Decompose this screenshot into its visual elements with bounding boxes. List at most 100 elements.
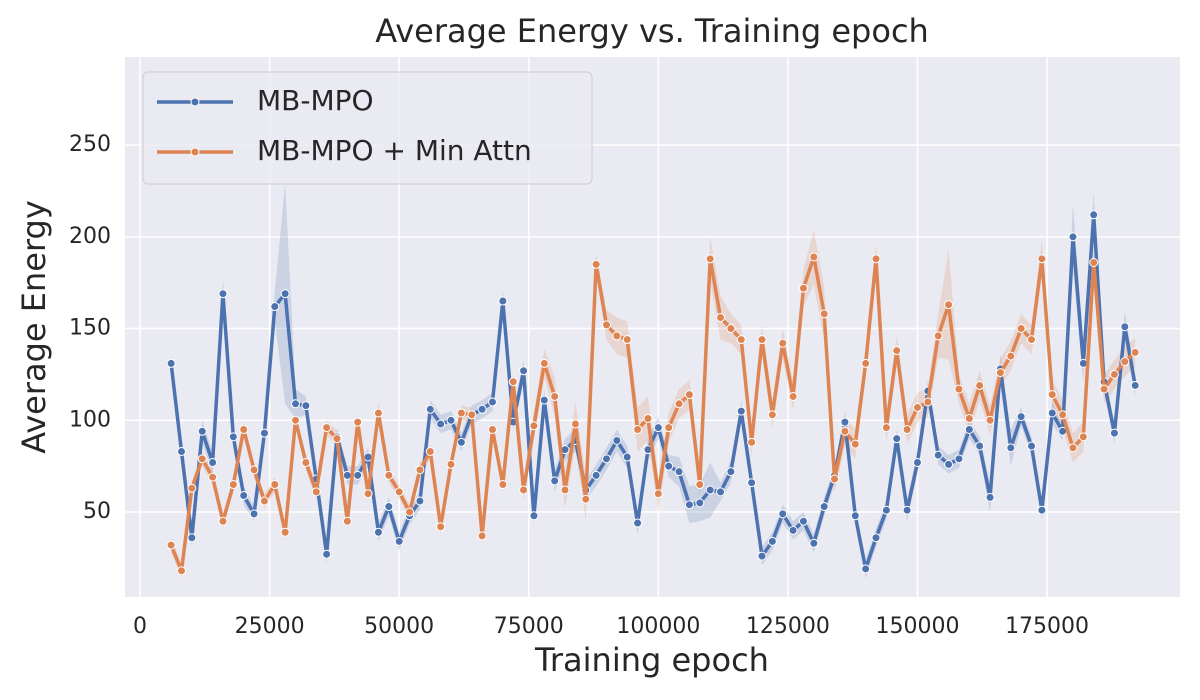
data-point bbox=[653, 423, 663, 433]
data-point bbox=[415, 496, 425, 506]
data-point bbox=[166, 540, 176, 550]
legend-marker bbox=[190, 97, 200, 107]
x-tick-label: 25000 bbox=[235, 614, 305, 639]
data-point bbox=[622, 335, 632, 345]
data-point bbox=[1037, 254, 1047, 264]
data-point bbox=[840, 426, 850, 436]
data-point bbox=[975, 380, 985, 390]
data-point bbox=[1047, 408, 1057, 418]
data-point bbox=[311, 487, 321, 497]
data-point bbox=[716, 313, 726, 323]
data-point bbox=[176, 566, 186, 576]
data-point bbox=[581, 494, 591, 504]
data-point bbox=[602, 320, 612, 330]
data-point bbox=[519, 485, 529, 495]
data-point bbox=[353, 417, 363, 427]
x-tick-label: 175000 bbox=[1005, 614, 1089, 639]
data-point bbox=[767, 410, 777, 420]
data-point bbox=[301, 401, 311, 411]
data-point bbox=[436, 522, 446, 532]
data-point bbox=[912, 458, 922, 468]
data-point bbox=[1078, 432, 1088, 442]
data-point bbox=[291, 399, 301, 409]
data-point bbox=[218, 516, 228, 526]
data-point bbox=[912, 402, 922, 412]
data-point bbox=[840, 417, 850, 427]
x-tick-label: 100000 bbox=[616, 614, 700, 639]
data-point bbox=[353, 470, 363, 480]
data-point bbox=[456, 437, 466, 447]
data-point bbox=[529, 421, 539, 431]
data-point bbox=[944, 459, 954, 469]
data-point bbox=[902, 505, 912, 515]
data-point bbox=[923, 397, 933, 407]
data-point bbox=[539, 358, 549, 368]
data-point bbox=[726, 467, 736, 477]
data-point bbox=[228, 480, 238, 490]
data-point bbox=[539, 395, 549, 405]
data-point bbox=[881, 505, 891, 515]
data-point bbox=[425, 446, 435, 456]
data-point bbox=[892, 346, 902, 356]
data-point bbox=[995, 368, 1005, 378]
data-point bbox=[301, 458, 311, 468]
data-point bbox=[1027, 441, 1037, 451]
data-point bbox=[1058, 410, 1068, 420]
data-point bbox=[1089, 210, 1099, 220]
data-point bbox=[871, 254, 881, 264]
data-point bbox=[684, 390, 694, 400]
data-point bbox=[1006, 443, 1016, 453]
data-point bbox=[819, 502, 829, 512]
data-point bbox=[964, 424, 974, 434]
data-point bbox=[964, 413, 974, 423]
data-point bbox=[1120, 357, 1130, 367]
data-point bbox=[570, 419, 580, 429]
data-point bbox=[373, 527, 383, 537]
data-point bbox=[208, 458, 218, 468]
data-point bbox=[798, 516, 808, 526]
data-point bbox=[954, 384, 964, 394]
data-point bbox=[519, 366, 529, 376]
data-point bbox=[674, 399, 684, 409]
data-point bbox=[322, 423, 332, 433]
data-point bbox=[270, 480, 280, 490]
data-point bbox=[757, 551, 767, 561]
x-tick-label: 50000 bbox=[364, 614, 434, 639]
data-point bbox=[861, 358, 871, 368]
data-point bbox=[892, 434, 902, 444]
legend-label: MB-MPO bbox=[257, 84, 374, 117]
data-point bbox=[1016, 412, 1026, 422]
data-point bbox=[747, 478, 757, 488]
data-point bbox=[487, 424, 497, 434]
data-point bbox=[446, 459, 456, 469]
data-point bbox=[985, 492, 995, 502]
y-tick-label: 100 bbox=[69, 407, 111, 432]
data-point bbox=[850, 439, 860, 449]
data-point bbox=[529, 511, 539, 521]
data-point bbox=[809, 252, 819, 262]
data-point bbox=[487, 397, 497, 407]
data-point bbox=[550, 391, 560, 401]
data-point bbox=[705, 254, 715, 264]
data-point bbox=[259, 496, 269, 506]
data-point bbox=[1099, 384, 1109, 394]
data-point bbox=[384, 470, 394, 480]
data-point bbox=[747, 437, 757, 447]
y-axis-label: Average Energy bbox=[15, 200, 53, 454]
data-point bbox=[612, 435, 622, 445]
data-point bbox=[788, 391, 798, 401]
data-point bbox=[208, 472, 218, 482]
data-point bbox=[757, 335, 767, 345]
data-point bbox=[176, 446, 186, 456]
data-point bbox=[1047, 390, 1057, 400]
data-point bbox=[1130, 347, 1140, 357]
data-point bbox=[249, 509, 259, 519]
y-tick-label: 200 bbox=[69, 224, 111, 249]
data-point bbox=[985, 415, 995, 425]
data-point bbox=[322, 549, 332, 559]
legend-label: MB-MPO + Min Attn bbox=[257, 134, 532, 167]
data-point bbox=[716, 487, 726, 497]
data-point bbox=[456, 408, 466, 418]
data-point bbox=[1016, 324, 1026, 334]
data-point bbox=[1120, 322, 1130, 332]
